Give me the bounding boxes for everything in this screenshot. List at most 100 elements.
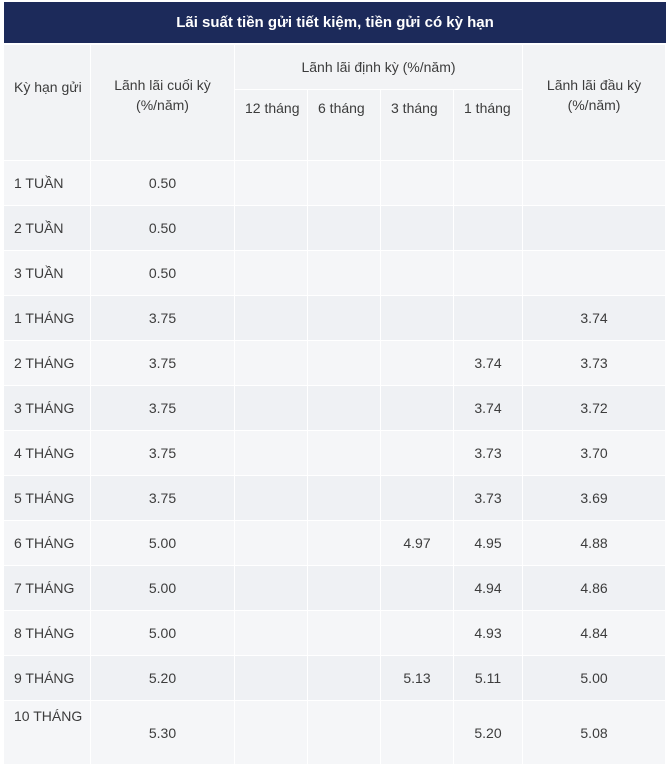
- cell-dau-ky: [523, 161, 666, 206]
- cell-dau-ky: 3.72: [523, 386, 666, 431]
- cell-6-thang: [308, 161, 381, 206]
- rate-table-container: Lãi suất tiền gửi tiết kiệm, tiền gửi có…: [4, 2, 666, 741]
- table-row: 3 TUẦN 0.50: [4, 251, 666, 296]
- cell-cuoi-ky: 3.75: [91, 386, 235, 431]
- cell-12-thang: [235, 386, 308, 431]
- cell-6-thang: [308, 206, 381, 251]
- table-row: 8 THÁNG 5.00 4.93 4.84: [4, 611, 666, 656]
- cell-term: 2 TUẦN: [4, 206, 91, 251]
- header-12-thang: 12 tháng: [235, 90, 308, 161]
- table-row: 10 THÁNG 5.30 5.20 5.08: [4, 701, 666, 765]
- table-title: Lãi suất tiền gửi tiết kiệm, tiền gửi có…: [4, 2, 666, 43]
- cell-cuoi-ky: 3.75: [91, 476, 235, 521]
- table-row: 1 TUẦN 0.50: [4, 161, 666, 206]
- cell-dau-ky: 4.86: [523, 566, 666, 611]
- header-cuoi-ky: Lãnh lãi cuối kỳ (%/năm): [91, 45, 235, 161]
- cell-dau-ky: [523, 206, 666, 251]
- cell-term: 9 THÁNG: [4, 656, 91, 701]
- cell-3-thang: [381, 476, 454, 521]
- header-1-thang: 1 tháng: [454, 90, 524, 161]
- cell-1-thang: [454, 296, 524, 341]
- cell-1-thang: 5.11: [454, 656, 524, 701]
- cell-1-thang: 3.73: [454, 431, 524, 476]
- cell-dau-ky: 5.00: [523, 656, 666, 701]
- cell-6-thang: [308, 296, 381, 341]
- cell-dau-ky: 4.88: [523, 521, 666, 566]
- cell-3-thang: [381, 251, 454, 296]
- cell-1-thang: 3.74: [454, 386, 524, 431]
- cell-cuoi-ky: 0.50: [91, 161, 235, 206]
- header-ky-han: Kỳ hạn gửi: [4, 45, 91, 161]
- table-row: 2 TUẦN 0.50: [4, 206, 666, 251]
- cell-cuoi-ky: 3.75: [91, 341, 235, 386]
- cell-6-thang: [308, 611, 381, 656]
- cell-1-thang: [454, 161, 524, 206]
- cell-12-thang: [235, 251, 308, 296]
- cell-12-thang: [235, 341, 308, 386]
- cell-3-thang: [381, 386, 454, 431]
- cell-3-thang: [381, 431, 454, 476]
- cell-cuoi-ky: 5.00: [91, 566, 235, 611]
- cell-12-thang: [235, 521, 308, 566]
- cell-cuoi-ky: 3.75: [91, 431, 235, 476]
- cell-12-thang: [235, 701, 308, 765]
- cell-term: 7 THÁNG: [4, 566, 91, 611]
- header-dau-ky: Lãnh lãi đầu kỳ (%/năm): [523, 45, 666, 161]
- cell-cuoi-ky: 0.50: [91, 206, 235, 251]
- table-row: 7 THÁNG 5.00 4.94 4.86: [4, 566, 666, 611]
- header-6-thang: 6 tháng: [308, 90, 381, 161]
- cell-3-thang: [381, 296, 454, 341]
- cell-1-thang: [454, 251, 524, 296]
- cell-cuoi-ky: 5.00: [91, 611, 235, 656]
- table-row: 5 THÁNG 3.75 3.73 3.69: [4, 476, 666, 521]
- cell-cuoi-ky: 5.20: [91, 656, 235, 701]
- cell-1-thang: 3.74: [454, 341, 524, 386]
- cell-12-thang: [235, 206, 308, 251]
- cell-3-thang: [381, 701, 454, 765]
- cell-term: 1 TUẦN: [4, 161, 91, 206]
- table-row: 4 THÁNG 3.75 3.73 3.70: [4, 431, 666, 476]
- table-row: 3 THÁNG 3.75 3.74 3.72: [4, 386, 666, 431]
- cell-6-thang: [308, 341, 381, 386]
- cell-6-thang: [308, 701, 381, 765]
- cell-1-thang: 4.93: [454, 611, 524, 656]
- cell-term: 1 THÁNG: [4, 296, 91, 341]
- cell-3-thang: [381, 566, 454, 611]
- cell-6-thang: [308, 476, 381, 521]
- cell-3-thang: 4.97: [381, 521, 454, 566]
- cell-12-thang: [235, 611, 308, 656]
- cell-6-thang: [308, 656, 381, 701]
- table-row: 2 THÁNG 3.75 3.74 3.73: [4, 341, 666, 386]
- cell-term: 5 THÁNG: [4, 476, 91, 521]
- cell-12-thang: [235, 476, 308, 521]
- cell-cuoi-ky: 3.75: [91, 296, 235, 341]
- cell-term: 3 TUẦN: [4, 251, 91, 296]
- table-header: Kỳ hạn gửi Lãnh lãi cuối kỳ (%/năm) Lãnh…: [4, 45, 666, 161]
- cell-12-thang: [235, 431, 308, 476]
- cell-6-thang: [308, 431, 381, 476]
- cell-dau-ky: 5.08: [523, 701, 666, 765]
- cell-3-thang: [381, 611, 454, 656]
- cell-dau-ky: 3.73: [523, 341, 666, 386]
- table-row: 6 THÁNG 5.00 4.97 4.95 4.88: [4, 521, 666, 566]
- cell-3-thang: [381, 161, 454, 206]
- cell-6-thang: [308, 566, 381, 611]
- cell-dau-ky: [523, 251, 666, 296]
- cell-term: 10 THÁNG: [4, 701, 91, 765]
- cell-12-thang: [235, 566, 308, 611]
- cell-term: 8 THÁNG: [4, 611, 91, 656]
- cell-1-thang: [454, 206, 524, 251]
- cell-1-thang: 5.20: [454, 701, 524, 765]
- cell-3-thang: 5.13: [381, 656, 454, 701]
- cell-dau-ky: 3.70: [523, 431, 666, 476]
- cell-3-thang: [381, 206, 454, 251]
- cell-12-thang: [235, 656, 308, 701]
- cell-cuoi-ky: 0.50: [91, 251, 235, 296]
- table-row: 9 THÁNG 5.20 5.13 5.11 5.00: [4, 656, 666, 701]
- table-body: 1 TUẦN 0.50 2 TUẦN 0.50 3 TUẦN 0.50 1 THÁNG 3.7…: [4, 161, 666, 765]
- cell-12-thang: [235, 296, 308, 341]
- table-row: 1 THÁNG 3.75 3.74: [4, 296, 666, 341]
- cell-6-thang: [308, 521, 381, 566]
- cell-1-thang: 4.95: [454, 521, 524, 566]
- cell-term: 4 THÁNG: [4, 431, 91, 476]
